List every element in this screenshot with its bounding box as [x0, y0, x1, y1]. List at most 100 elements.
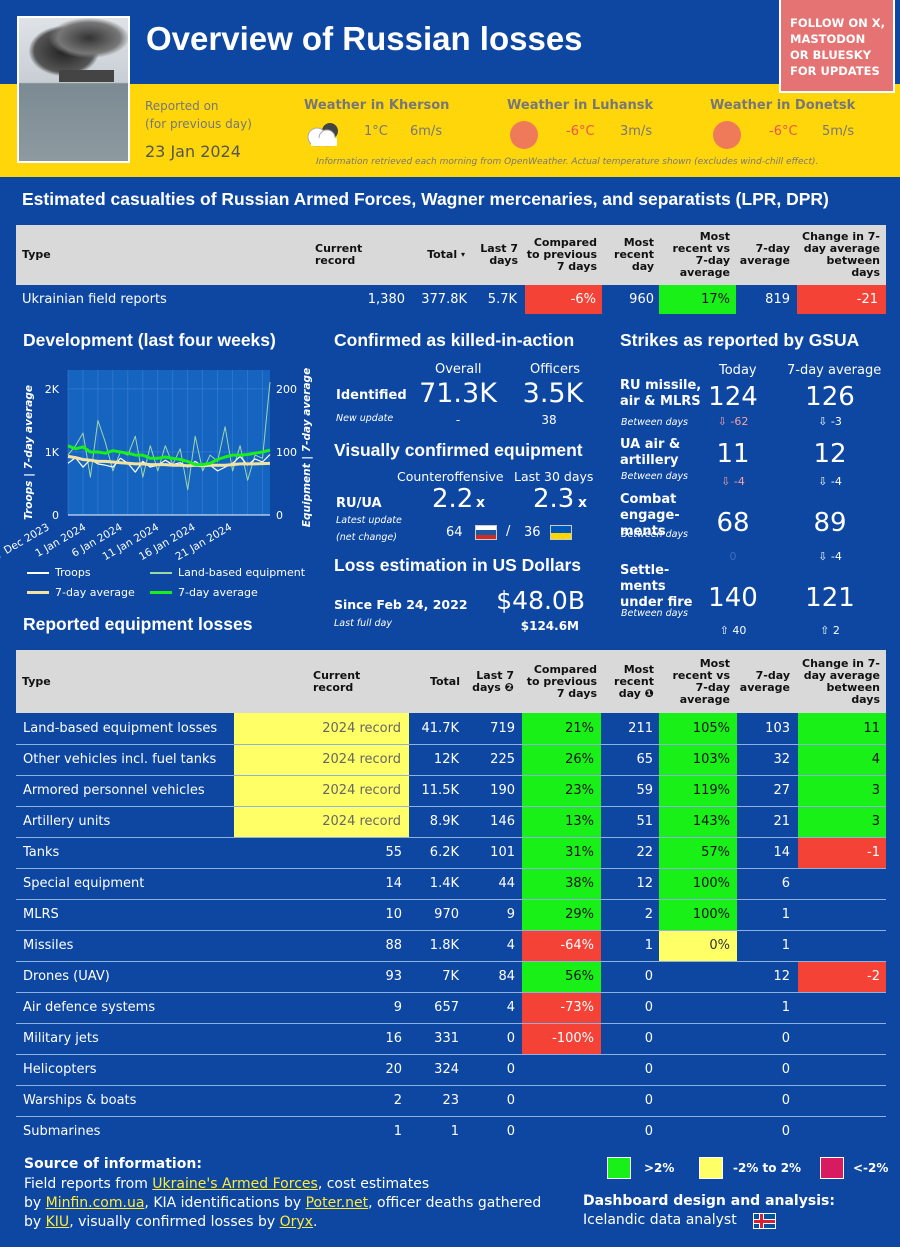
table-row[interactable]: Land-based equipment losses 2024 record 41…	[16, 713, 886, 744]
row-compared: 31%	[522, 837, 601, 868]
row-recent: 59	[636, 783, 653, 798]
col-avg7[interactable]: 7-day average	[739, 242, 791, 267]
row-recent-vs: 105%	[659, 713, 737, 744]
row-compared: -64%	[522, 930, 601, 961]
row-type: Air defence systems	[23, 1000, 156, 1015]
row-total: 324	[434, 1062, 459, 1077]
strike-avg-delta: ⇩ -4	[818, 475, 842, 488]
row-last7: 0	[506, 1093, 515, 1108]
row-last7: 44	[498, 876, 515, 891]
table-row[interactable]: Helicopters 20 324 0 0 0	[16, 1054, 886, 1085]
link-ukraine-armed-forces[interactable]: Ukraine's Armed Forces	[152, 1176, 318, 1192]
col-recent-vs[interactable]: Most recent vs 7-day average	[672, 656, 730, 706]
row-recent: 12	[636, 876, 653, 891]
row-record: 93	[385, 969, 402, 984]
row-compared: 29%	[522, 899, 601, 930]
col-current-record[interactable]: Current record	[313, 668, 361, 694]
table-row[interactable]: Military jets 16 331 0 -100% 0 0	[16, 1023, 886, 1054]
table-row[interactable]: Tanks 55 6.2K 101 31% 22 57% 14 -1	[16, 837, 886, 868]
col-recent-vs[interactable]: Most recent vs 7-day average	[672, 230, 730, 279]
designer[interactable]: Icelandic data analyst	[583, 1212, 737, 1228]
col-compared[interactable]: Compared to previous 7 days	[526, 236, 597, 273]
kia-title: Confirmed as killed-in-action	[334, 330, 575, 350]
row-change	[798, 992, 886, 1023]
visual-ua-count: 36	[524, 525, 541, 540]
table-row[interactable]: Missiles 88 1.8K 4 -64% 1 0% 1	[16, 930, 886, 961]
kia-officers-new: 38	[541, 413, 557, 427]
col-change[interactable]: Change in 7-day average between days	[802, 230, 880, 279]
weather-kherson-title: Weather in Kherson	[304, 98, 450, 113]
col-most-recent[interactable]: Most recent day ❶	[614, 662, 654, 700]
weather-donetsk-temp: -6°C	[769, 124, 798, 139]
chart-series-3	[67, 444, 271, 467]
row-record: 2024 record	[234, 744, 409, 775]
row-record: 2	[393, 1093, 402, 1108]
strike-between: Between days	[621, 529, 689, 540]
col-last7[interactable]: Last 7 days ❷	[472, 668, 514, 694]
col-most-recent[interactable]: Most recent day	[614, 236, 654, 273]
strike-today: 124	[708, 382, 758, 412]
row-last7: 4	[506, 1000, 515, 1015]
row-last7: 190	[490, 783, 515, 798]
row-type: Military jets	[23, 1031, 99, 1046]
table-row[interactable]: Armored personnel vehicles 2024 record 11.…	[16, 775, 886, 806]
table-row[interactable]: Special equipment 14 1.4K 44 38% 12 100% 6	[16, 868, 886, 899]
row-recent-vs	[659, 992, 737, 1023]
row-compared: 23%	[522, 775, 601, 806]
col-avg7[interactable]: 7-day average	[739, 668, 791, 694]
row-record: 10	[385, 907, 402, 922]
table-row[interactable]: Artillery units 2024 record 8.9K 146 13% 51 14…	[16, 806, 886, 837]
usd-title: Loss estimation in US Dollars	[334, 555, 581, 575]
link-oryx[interactable]: Oryx	[279, 1214, 313, 1230]
row-total: 657	[434, 1000, 459, 1015]
row-last7: 84	[498, 969, 515, 984]
col-change[interactable]: Change in 7-day average between days	[802, 656, 880, 706]
legend-equipment: Land-based equipment	[150, 566, 305, 579]
strikes-col-avg: 7-day average	[787, 363, 882, 378]
row-type: Armored personnel vehicles	[23, 783, 205, 798]
table-row[interactable]: Submarines 1 1 0 0 0	[16, 1116, 886, 1147]
weather-donetsk-wind: 5m/s	[822, 124, 855, 139]
col-total[interactable]: Total ▾	[427, 248, 465, 261]
table-row[interactable]: Air defence systems 9 657 4 -73% 0 1	[16, 992, 886, 1023]
weather-luhansk-wind: 3m/s	[620, 124, 653, 139]
visual-title: Visually confirmed equipment	[334, 440, 583, 460]
kia-sub: New update	[336, 413, 394, 424]
row-recent-vs: 57%	[659, 837, 737, 868]
col-total[interactable]: Total	[429, 674, 460, 688]
row-compared	[522, 1085, 601, 1116]
row-last7: 4	[506, 938, 515, 953]
link-poter[interactable]: Poter.net	[305, 1195, 369, 1211]
strikes-col-today: Today	[719, 363, 757, 378]
row-avg7: 1	[781, 938, 790, 953]
row-type: Missiles	[23, 938, 74, 953]
weather-kherson-temp: 1°C	[364, 124, 388, 139]
row-change: -2	[798, 961, 886, 992]
table-row[interactable]: Warships & boats 2 23 0 0 0	[16, 1085, 886, 1116]
row-avg7: 103	[765, 721, 790, 736]
strike-label: RU missile, air & MLRS	[620, 378, 702, 409]
strike-today: 68	[716, 508, 750, 538]
row-recent-vs: 119%	[659, 775, 737, 806]
legend-label-red: <-2%	[853, 1161, 889, 1175]
row-divider	[16, 1116, 886, 1117]
row-recent: 2	[644, 907, 653, 922]
row-compared: -6%	[525, 285, 602, 314]
chart-ytick-left: 2K	[45, 383, 60, 396]
col-last7[interactable]: Last 7 days	[480, 242, 518, 267]
follow-banner[interactable]: FOLLOW ON X, MASTODON OR BLUESKY FOR UPD…	[779, 0, 895, 93]
col-compared[interactable]: Compared to previous 7 days	[526, 662, 597, 700]
legend-troops: Troops	[27, 566, 91, 579]
table-row[interactable]: Other vehicles incl. fuel tanks 2024 reco…	[16, 744, 886, 775]
kia-overall: 71.3K	[419, 378, 497, 409]
row-recent-vs	[659, 1116, 737, 1147]
row-divider	[16, 1085, 886, 1086]
link-minfin[interactable]: Minfin.com.ua	[45, 1195, 145, 1211]
weather-kherson-wind: 6m/s	[410, 124, 443, 139]
table-row[interactable]: MLRS 10 970 9 29% 2 100% 1	[16, 899, 886, 930]
cloud-icon	[303, 120, 345, 148]
link-kiu[interactable]: KIU	[45, 1214, 70, 1230]
col-current-record[interactable]: Current record	[315, 242, 363, 267]
table-row[interactable]: Drones (UAV) 93 7K 84 56% 0 12 -2	[16, 961, 886, 992]
row-compared: 56%	[522, 961, 601, 992]
